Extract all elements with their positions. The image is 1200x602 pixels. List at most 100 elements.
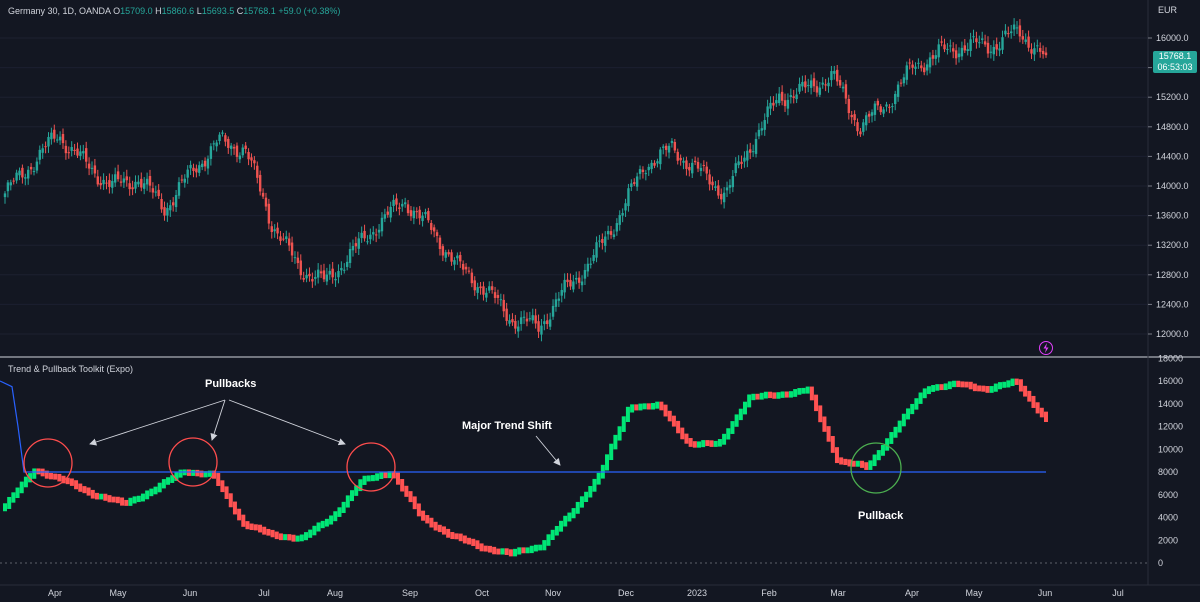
candle-body: [975, 38, 978, 43]
osc-candle: [625, 406, 630, 423]
candle-body: [490, 286, 494, 290]
candle-body: [99, 182, 102, 186]
currency-label[interactable]: EUR: [1158, 5, 1178, 15]
osc-candle: [726, 428, 731, 440]
osc-candle: [153, 486, 158, 495]
candle-body: [780, 91, 784, 101]
candle-body: [865, 115, 868, 126]
candle-body: [908, 62, 911, 64]
candle-body: [6, 182, 10, 192]
x-tick-label: Jun: [1038, 588, 1053, 598]
candle-body: [279, 236, 282, 241]
candle-body: [772, 102, 775, 106]
candle-body: [374, 234, 378, 236]
candle-body: [287, 238, 291, 246]
candle-body: [470, 272, 474, 284]
pullback-circle: [168, 437, 218, 487]
x-tick-label: Apr: [905, 588, 919, 598]
y-tick-label: 15200.0: [1156, 92, 1189, 102]
osc-candle: [579, 496, 584, 508]
low-label: L: [196, 6, 202, 16]
pullbacks-annotation: Pullbacks: [205, 378, 257, 390]
candle-body: [1012, 24, 1016, 30]
osc-candle: [295, 535, 300, 542]
osc-candle: [814, 394, 819, 412]
candle-body: [957, 53, 961, 58]
candle-body: [128, 183, 131, 190]
x-tick-label: Mar: [830, 588, 846, 598]
osc-candle: [592, 478, 597, 492]
candle-body: [633, 182, 636, 184]
candle-body: [1024, 39, 1027, 42]
candle-body: [650, 162, 653, 170]
candle-body: [618, 215, 621, 225]
osc-candle: [801, 387, 806, 394]
candle-body: [940, 41, 943, 43]
candle-body: [383, 214, 387, 219]
candle-body: [415, 211, 418, 213]
candle-body: [659, 149, 662, 165]
candle-body: [131, 187, 134, 190]
osc-candle: [738, 408, 743, 421]
candle-body: [302, 278, 305, 280]
candle-body: [679, 157, 682, 161]
candle-body: [169, 205, 172, 211]
osc-candle: [195, 469, 200, 477]
candle-body: [1030, 49, 1033, 54]
candle-body: [337, 271, 340, 278]
candle-body: [891, 106, 894, 108]
osc-candle: [404, 485, 409, 497]
pullback-annotation: Pullback: [858, 510, 904, 522]
symbol-title[interactable]: Germany 30, 1D, OANDA: [8, 6, 111, 16]
osc-candle: [784, 391, 789, 398]
candle-body: [1021, 36, 1025, 40]
candle-body: [476, 287, 479, 293]
candle-body: [963, 45, 967, 51]
lightning-icon[interactable]: [1038, 340, 1054, 356]
osc-candle: [278, 533, 283, 541]
osc-candle: [174, 471, 179, 481]
candle-body: [653, 162, 656, 166]
candle-body: [386, 211, 389, 215]
osc-candle: [199, 470, 204, 478]
candle-body: [954, 50, 958, 59]
osc-candle: [78, 483, 83, 492]
osc-candle: [1014, 378, 1019, 385]
candle-body: [24, 177, 27, 179]
candle-body: [682, 160, 685, 163]
candle-body: [662, 146, 665, 148]
candle-body: [174, 195, 178, 208]
candle-body: [314, 276, 317, 279]
candle-body: [827, 82, 830, 87]
candle-body: [256, 165, 259, 178]
osc-candle: [926, 386, 931, 395]
osc-candle: [868, 460, 873, 470]
indicator-title[interactable]: Trend & Pullback Toolkit (Expo): [8, 364, 134, 374]
osc-candle: [571, 508, 576, 519]
osc-candle: [667, 410, 672, 422]
candle-body: [702, 165, 706, 167]
osc-y-tick-label: 0: [1158, 558, 1163, 568]
candle-body: [609, 231, 613, 235]
pullback-circle: [346, 442, 396, 492]
candle-body: [531, 315, 534, 321]
close-label: C: [236, 6, 244, 16]
candle-body: [606, 231, 610, 235]
osc-candle: [157, 482, 162, 493]
osc-candle: [291, 534, 296, 542]
osc-candle: [115, 496, 120, 504]
y-tick-label: 13600.0: [1156, 211, 1189, 221]
candle-body: [93, 165, 97, 174]
candle-body: [946, 48, 949, 50]
osc-y-tick-label: 2000: [1158, 535, 1178, 545]
candle-body: [311, 279, 314, 282]
candle-body: [595, 242, 598, 258]
candle-body: [589, 263, 592, 265]
osc-candle: [529, 545, 534, 554]
candle-body: [911, 64, 914, 68]
candle-body: [145, 178, 149, 185]
osc-candle: [826, 426, 831, 442]
osc-candle: [860, 460, 865, 468]
candle-body: [183, 178, 186, 183]
candle-body: [517, 326, 520, 332]
